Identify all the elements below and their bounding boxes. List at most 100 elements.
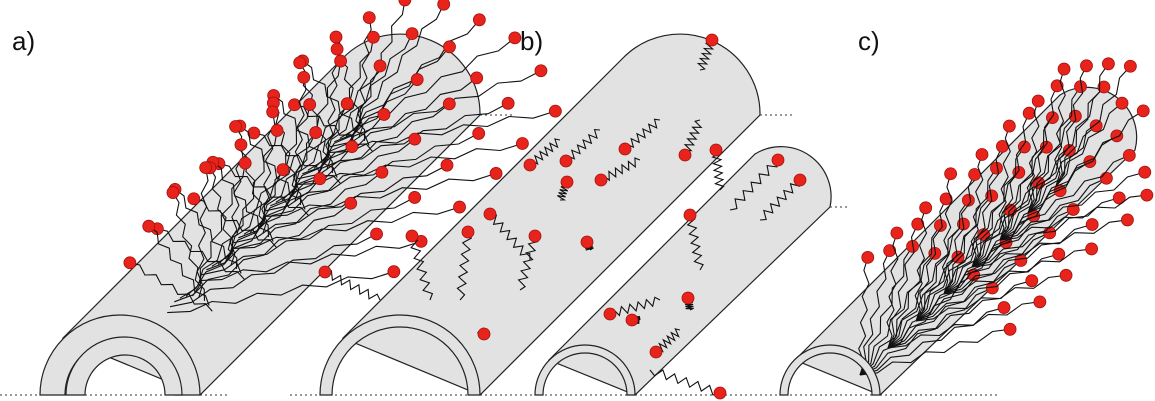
- head-group: [1100, 172, 1112, 184]
- head-group: [710, 144, 722, 156]
- head-group: [378, 108, 390, 120]
- head-group: [1003, 120, 1015, 132]
- head-group: [1141, 189, 1153, 201]
- head-group: [277, 164, 289, 176]
- head-group: [862, 251, 874, 263]
- head-group: [684, 209, 696, 221]
- head-group: [952, 251, 964, 263]
- panel-label: c): [858, 26, 880, 56]
- head-group: [409, 133, 421, 145]
- head-group: [1137, 105, 1149, 117]
- head-group: [330, 31, 342, 43]
- head-group: [529, 230, 541, 242]
- head-group: [411, 74, 423, 86]
- head-group: [706, 34, 718, 46]
- head-group: [335, 55, 347, 67]
- head-group: [920, 202, 932, 214]
- page: a) b) c) (() => { const data = JSON.pars…: [0, 0, 1155, 401]
- head-group: [341, 98, 353, 110]
- head-group: [230, 121, 242, 133]
- head-group: [604, 308, 616, 320]
- head-group: [1102, 58, 1114, 70]
- head-group: [581, 236, 593, 248]
- head-group: [1116, 97, 1128, 109]
- head-group: [1023, 107, 1035, 119]
- head-group: [502, 97, 514, 109]
- head-group: [1060, 269, 1072, 281]
- head-group: [679, 149, 691, 161]
- head-group: [1123, 149, 1135, 161]
- head-group: [484, 208, 496, 220]
- head-group: [406, 28, 418, 40]
- head-group: [188, 193, 200, 205]
- head-group: [1090, 120, 1102, 132]
- head-group: [298, 71, 310, 83]
- head-group: [682, 292, 694, 304]
- head-group: [346, 141, 358, 153]
- head-group: [331, 43, 343, 55]
- head-group: [794, 174, 806, 186]
- head-group: [535, 65, 547, 77]
- head-group: [1080, 60, 1092, 72]
- head-group: [267, 106, 279, 118]
- head-group: [167, 187, 179, 199]
- head-group: [363, 12, 375, 24]
- head-group: [473, 127, 485, 139]
- head-group: [409, 191, 421, 203]
- head-group: [1124, 60, 1136, 72]
- head-group: [884, 245, 896, 257]
- head-group: [367, 31, 379, 43]
- alkyl-chain: [325, 271, 380, 300]
- head-group: [406, 230, 418, 242]
- panel-label: a): [12, 26, 35, 56]
- head-group: [239, 157, 251, 169]
- head-group: [288, 99, 300, 111]
- head-group: [976, 149, 988, 161]
- head-group: [1032, 95, 1044, 107]
- head-group: [714, 387, 726, 399]
- head-group: [294, 57, 306, 69]
- head-group: [374, 60, 386, 72]
- head-group: [595, 174, 607, 186]
- head-group: [462, 226, 474, 238]
- head-group: [1053, 248, 1065, 260]
- head-group: [1004, 323, 1016, 335]
- head-group: [560, 155, 572, 167]
- figure: a) b) c): [0, 0, 1155, 401]
- head-group: [443, 98, 455, 110]
- head-group: [304, 99, 316, 111]
- head-group: [471, 72, 483, 84]
- head-group: [399, 0, 411, 6]
- head-group: [271, 124, 283, 136]
- head-group: [1058, 63, 1070, 75]
- head-group: [319, 266, 331, 278]
- head-group: [1018, 141, 1030, 153]
- head-group: [143, 220, 155, 232]
- head-group: [454, 201, 466, 213]
- panel-label: b): [520, 26, 543, 56]
- head-group: [200, 162, 212, 174]
- head-group: [388, 266, 400, 278]
- head-group: [478, 328, 490, 340]
- head-group: [1111, 130, 1123, 142]
- head-group: [524, 159, 536, 171]
- head-group: [998, 302, 1010, 314]
- head-group: [235, 139, 247, 151]
- head-group: [473, 14, 485, 26]
- head-group: [1139, 166, 1151, 178]
- head-group: [516, 137, 528, 149]
- head-group: [124, 257, 136, 269]
- head-group: [314, 173, 326, 185]
- head-group: [371, 228, 383, 240]
- head-group: [1086, 218, 1098, 230]
- head-group: [443, 41, 455, 53]
- head-group: [310, 127, 322, 139]
- head-group: [345, 197, 357, 209]
- head-group: [561, 176, 573, 188]
- head-group: [619, 143, 631, 155]
- head-group: [1086, 243, 1098, 255]
- head-group: [1121, 214, 1133, 226]
- head-group: [438, 0, 450, 10]
- head-group: [650, 346, 662, 358]
- head-group: [1034, 296, 1046, 308]
